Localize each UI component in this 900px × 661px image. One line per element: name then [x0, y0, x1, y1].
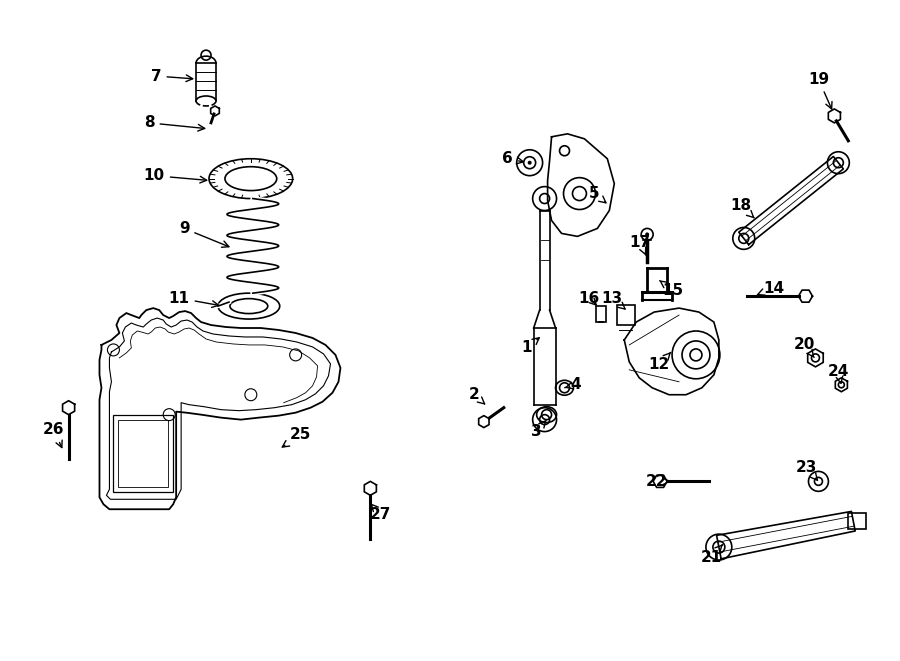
Text: 27: 27 [370, 504, 391, 522]
Text: 25: 25 [283, 427, 311, 447]
Text: 21: 21 [700, 545, 723, 564]
Text: 17: 17 [630, 235, 651, 255]
Text: 23: 23 [796, 460, 817, 481]
Text: 15: 15 [660, 280, 684, 297]
Bar [119, 420, 168, 487]
Circle shape [527, 161, 532, 165]
Text: 24: 24 [828, 364, 849, 383]
Text: 26: 26 [43, 422, 65, 447]
Text: 10: 10 [144, 168, 207, 183]
Text: 11: 11 [168, 291, 219, 307]
Text: 13: 13 [602, 291, 626, 309]
Text: 2: 2 [469, 387, 485, 404]
Text: 19: 19 [808, 71, 832, 109]
Text: 20: 20 [794, 337, 815, 358]
Text: 16: 16 [579, 291, 600, 305]
Text: 8: 8 [144, 116, 204, 131]
Text: 1: 1 [521, 338, 539, 356]
Bar [113, 414, 173, 492]
Text: 18: 18 [730, 198, 754, 218]
Text: 9: 9 [179, 221, 229, 247]
Text: 3: 3 [531, 420, 546, 439]
Bar [849, 513, 866, 529]
Text: 4: 4 [564, 377, 580, 392]
Bar [617, 305, 635, 325]
Text: 5: 5 [590, 186, 606, 203]
Bar [597, 306, 607, 322]
Text: 22: 22 [645, 474, 670, 489]
Text: 12: 12 [649, 352, 670, 372]
Text: 7: 7 [151, 69, 193, 83]
Text: 14: 14 [758, 281, 784, 295]
Circle shape [645, 233, 649, 237]
Text: 6: 6 [502, 151, 524, 166]
